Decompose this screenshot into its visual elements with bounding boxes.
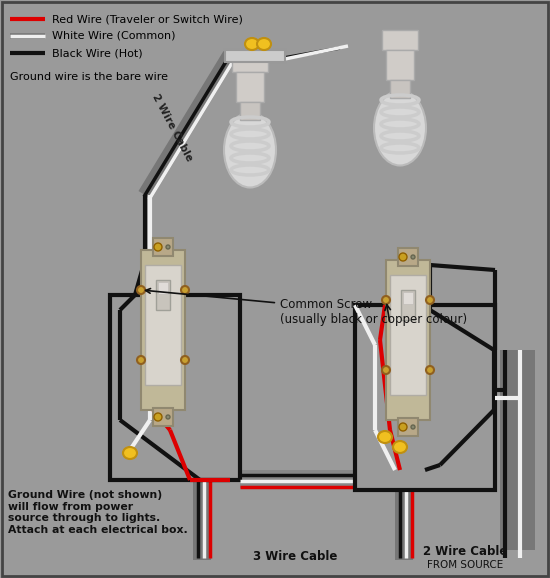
Bar [236, 72, 264, 102]
Circle shape [154, 243, 162, 251]
Text: Black Wire (Hot): Black Wire (Hot) [52, 48, 142, 58]
Bar [403, 292, 413, 304]
Circle shape [382, 366, 390, 374]
Ellipse shape [245, 38, 259, 50]
Bar [225, 50, 285, 62]
Circle shape [181, 356, 189, 364]
Circle shape [382, 296, 390, 304]
Circle shape [137, 356, 145, 364]
Text: 3 Wire Cable: 3 Wire Cable [253, 550, 337, 563]
Ellipse shape [257, 38, 271, 50]
Text: White Wire (Common): White Wire (Common) [52, 31, 175, 41]
Text: Ground wire is the bare wire: Ground wire is the bare wire [10, 72, 168, 82]
Bar [355, 305, 495, 490]
Bar [395, 470, 413, 560]
Bar [386, 260, 430, 420]
Bar [193, 480, 211, 560]
Bar [398, 248, 418, 266]
Bar [382, 30, 418, 50]
Circle shape [426, 366, 434, 374]
Circle shape [154, 413, 162, 421]
Circle shape [399, 253, 407, 261]
Circle shape [181, 286, 189, 294]
Bar [390, 80, 410, 98]
Circle shape [166, 245, 170, 249]
Bar [156, 280, 170, 310]
Circle shape [137, 286, 145, 294]
Bar [153, 238, 173, 256]
Bar [232, 52, 268, 72]
Circle shape [166, 415, 170, 419]
Circle shape [411, 425, 415, 429]
Text: Common Screw
(usually black or copper colour): Common Screw (usually black or copper co… [146, 288, 467, 326]
Bar [145, 265, 181, 385]
Bar [141, 250, 185, 410]
Bar [386, 50, 414, 80]
Bar [240, 102, 260, 120]
Circle shape [411, 255, 415, 259]
Ellipse shape [374, 91, 426, 165]
Circle shape [426, 296, 434, 304]
Text: Ground Wire (not shown)
will flow from power
source through to lights.
Attach at: Ground Wire (not shown) will flow from p… [8, 490, 188, 535]
Ellipse shape [393, 441, 407, 453]
Text: 2 Wire Cable: 2 Wire Cable [423, 545, 507, 558]
Ellipse shape [378, 431, 392, 443]
Ellipse shape [123, 447, 137, 459]
Text: Red Wire (Traveler or Switch Wire): Red Wire (Traveler or Switch Wire) [52, 14, 243, 24]
Bar [158, 282, 168, 294]
Bar [390, 275, 426, 395]
Bar [110, 295, 240, 480]
Bar [398, 418, 418, 436]
Text: FROM SOURCE: FROM SOURCE [427, 560, 503, 570]
Text: 2 Wire Cable: 2 Wire Cable [150, 92, 194, 164]
Ellipse shape [224, 113, 276, 187]
Bar [401, 290, 415, 320]
Bar [500, 350, 535, 550]
Bar [240, 470, 425, 488]
Bar [153, 408, 173, 426]
Circle shape [399, 423, 407, 431]
